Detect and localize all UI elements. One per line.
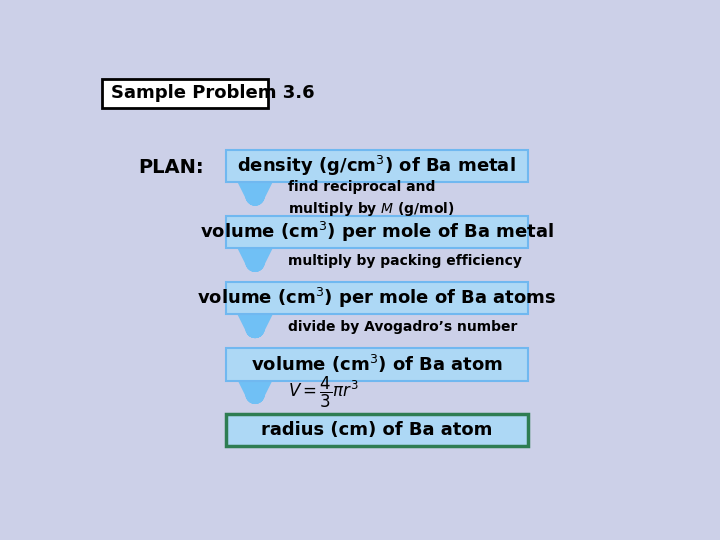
Text: volume (cm$^3$) per mole of Ba atoms: volume (cm$^3$) per mole of Ba atoms <box>197 286 557 310</box>
Text: radius (cm) of Ba atom: radius (cm) of Ba atom <box>261 421 492 439</box>
Bar <box>225 150 528 182</box>
Text: volume (cm$^3$) per mole of Ba metal: volume (cm$^3$) per mole of Ba metal <box>199 220 554 244</box>
Text: PLAN:: PLAN: <box>138 158 204 177</box>
Bar <box>225 282 528 314</box>
Text: density (g/cm$^3$) of Ba metal: density (g/cm$^3$) of Ba metal <box>238 153 516 178</box>
Bar <box>225 348 528 381</box>
Text: Sample Problem 3.6: Sample Problem 3.6 <box>111 84 315 102</box>
Text: volume (cm$^3$) of Ba atom: volume (cm$^3$) of Ba atom <box>251 353 503 375</box>
Bar <box>225 215 528 248</box>
Text: divide by Avogadro’s number: divide by Avogadro’s number <box>287 320 517 334</box>
Bar <box>225 414 528 446</box>
Bar <box>102 79 269 108</box>
Text: multiply by packing efficiency: multiply by packing efficiency <box>287 254 521 268</box>
Text: find reciprocal and
multiply by $\mathit{M}$ (g/mol): find reciprocal and multiply by $\mathit… <box>287 179 454 218</box>
Text: $V = \dfrac{4}{3}\pi r^3$: $V = \dfrac{4}{3}\pi r^3$ <box>287 374 359 410</box>
